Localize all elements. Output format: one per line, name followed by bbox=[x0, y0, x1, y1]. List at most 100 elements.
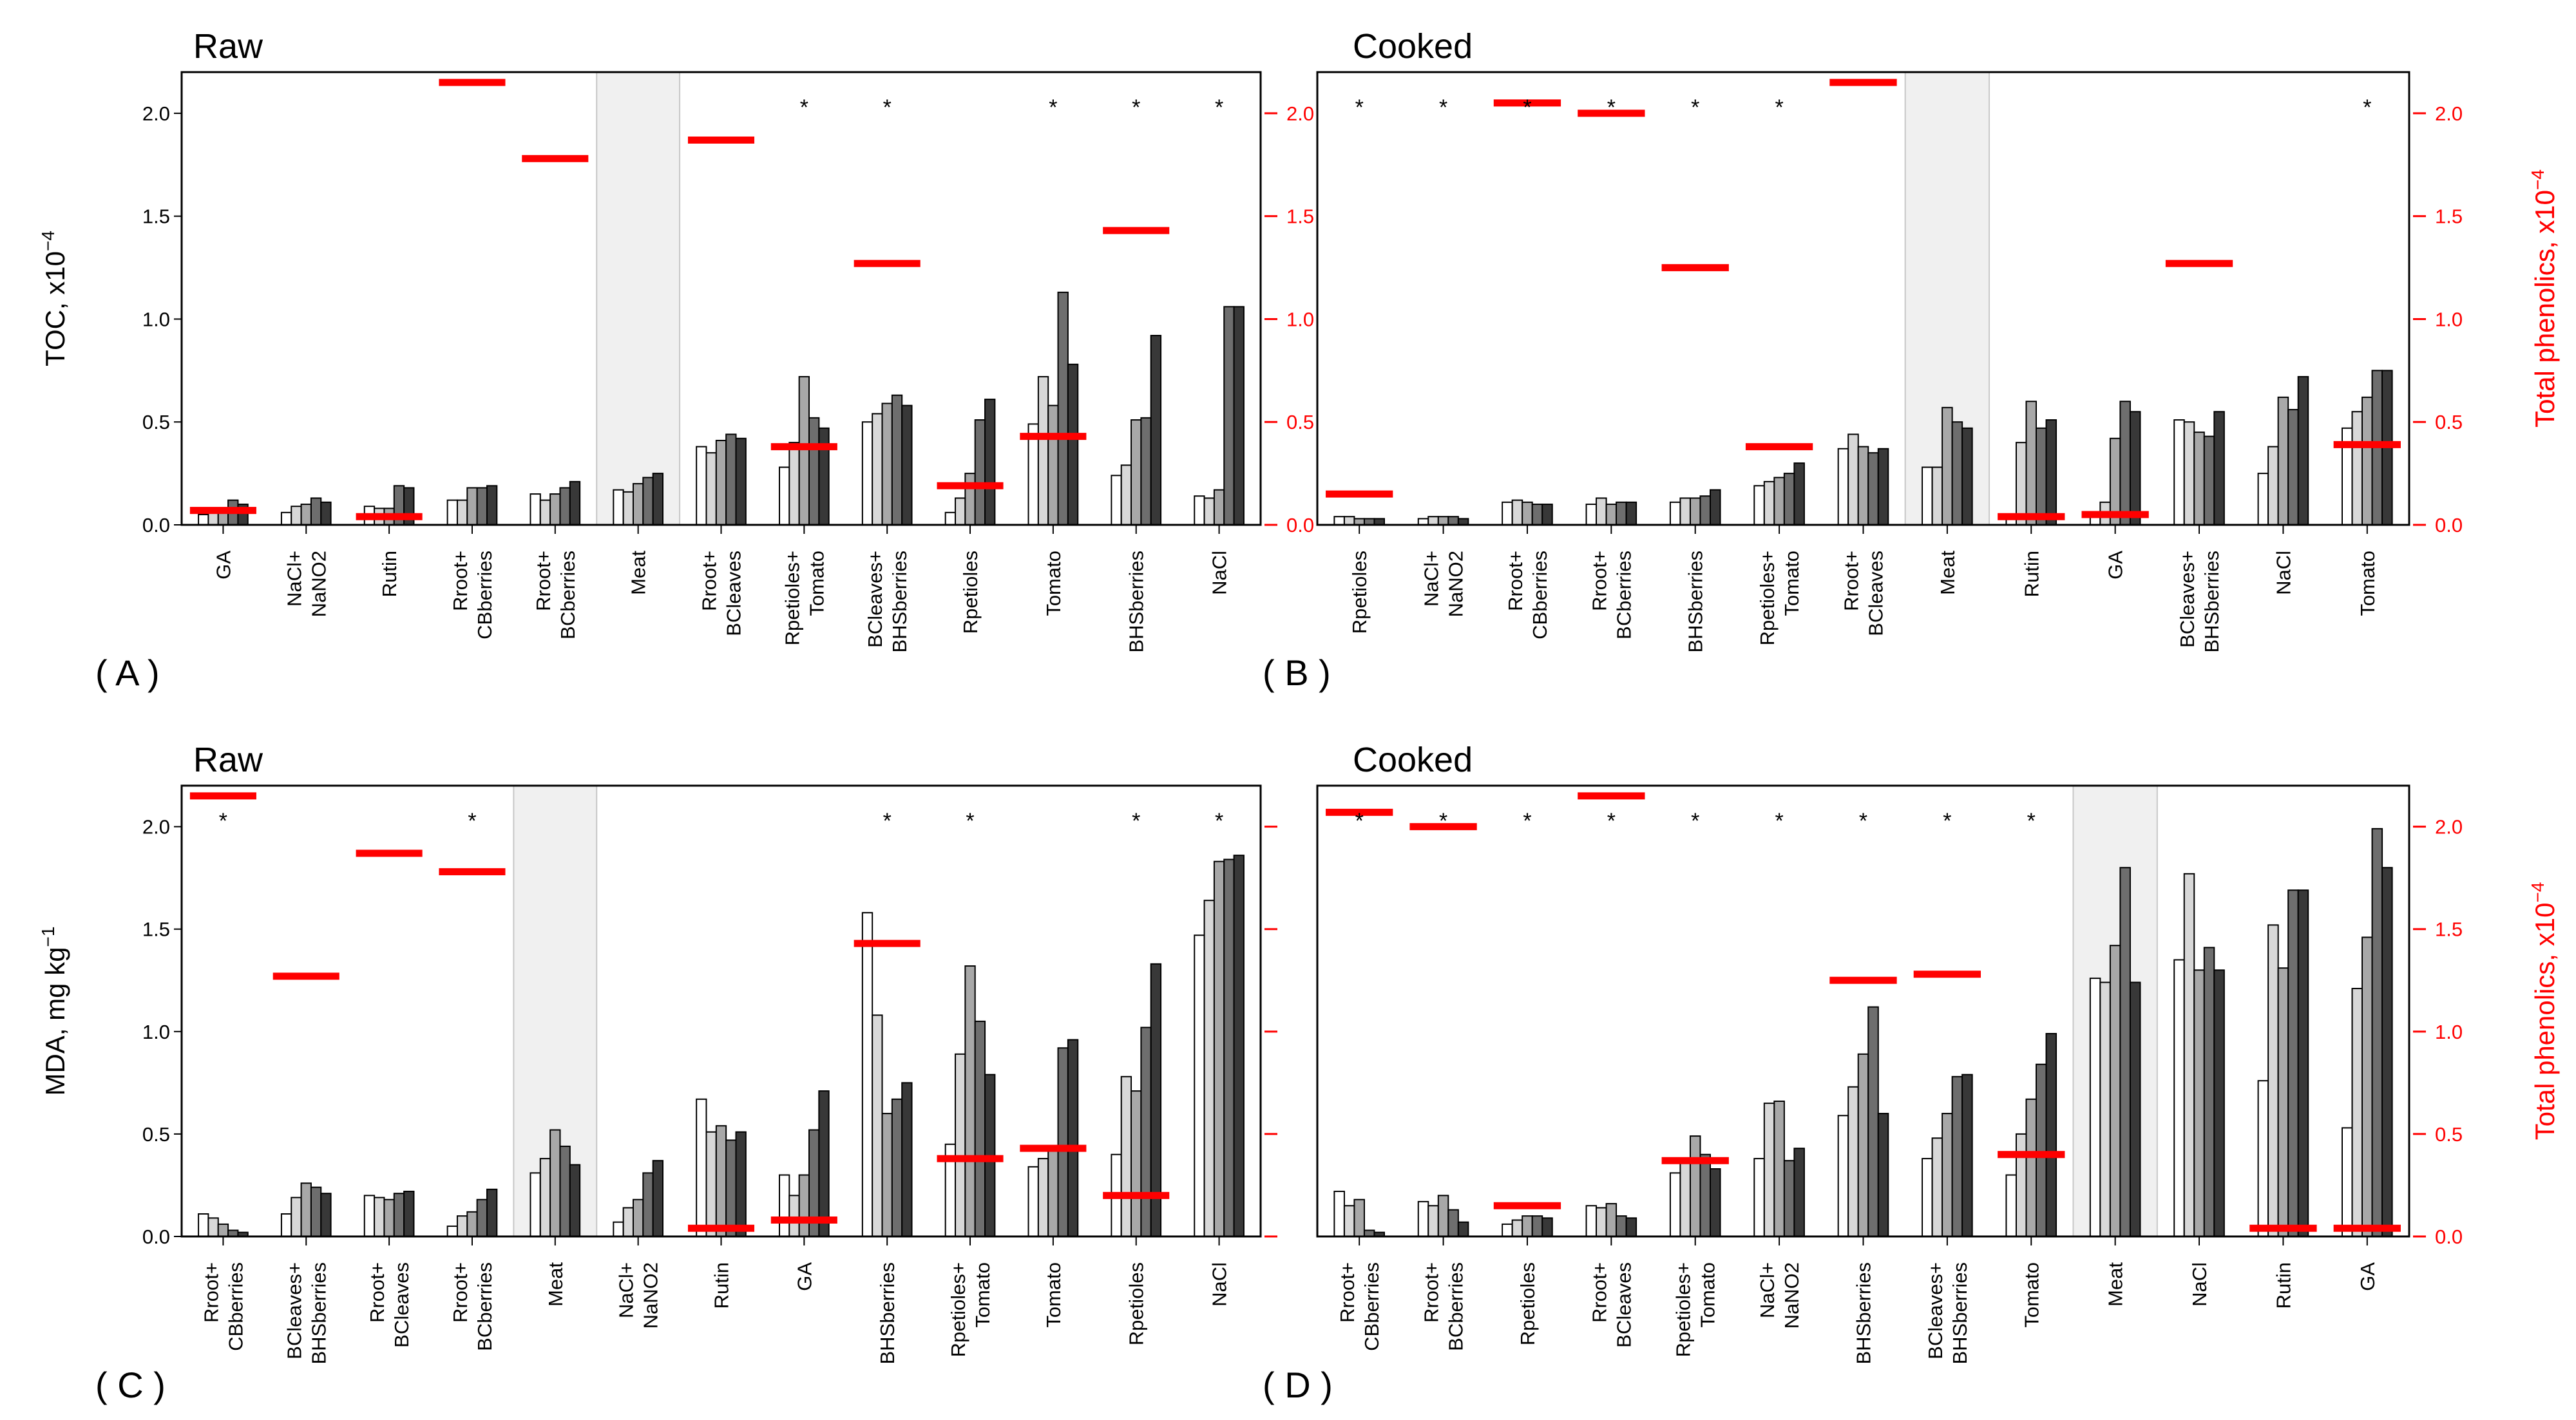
panel-title: Raw bbox=[193, 741, 263, 779]
bar bbox=[1837, 448, 1849, 526]
bar bbox=[1203, 900, 1215, 1237]
category-group: Rroot+ CBberries bbox=[439, 79, 506, 639]
x-tick-label: NaNO2 bbox=[1445, 551, 1467, 617]
right-y-tick-label: 1.0 bbox=[2435, 308, 2463, 330]
category-group: * NaCl+ NaNO2 bbox=[1753, 809, 1805, 1329]
category-group: * Rroot+ CBberries bbox=[1326, 808, 1393, 1351]
panel-a: GA NaCl+ NaNO2 Rutin Rroot+ CBberries Rroot+ BC… bbox=[38, 27, 2560, 693]
bar bbox=[632, 1198, 644, 1238]
category-group: * Rpetioles bbox=[1493, 809, 1561, 1345]
x-tick-label: BCberries bbox=[473, 1262, 496, 1351]
bar bbox=[1669, 1172, 1681, 1238]
bar bbox=[808, 417, 820, 525]
bar bbox=[2287, 409, 2299, 526]
right-y-tick-label: 0.5 bbox=[2435, 1123, 2463, 1146]
x-tick-label: BHSberries bbox=[1949, 1262, 1971, 1365]
x-tick-label: Rutin bbox=[711, 1262, 733, 1309]
plot-frame bbox=[180, 784, 1262, 1238]
right-axis-label-exponent: −4 bbox=[2528, 169, 2548, 190]
category-group: NaCl bbox=[2173, 873, 2225, 1307]
category-group: Meat bbox=[613, 473, 664, 595]
y-tick-label: 0.0 bbox=[142, 514, 170, 536]
bar bbox=[291, 506, 302, 525]
category-group: * BHSberries bbox=[854, 809, 921, 1365]
bar bbox=[642, 477, 654, 525]
panel-b: *Rpetioles*NaCl+ NaNO2*Rroot+ CBberries*Rr… bbox=[1263, 27, 2560, 693]
category-group: BCleaves+ BHSberries bbox=[2165, 260, 2233, 653]
bar bbox=[652, 1160, 664, 1237]
bar bbox=[1047, 1150, 1059, 1238]
category-group: * BCleaves+ BHSberries bbox=[1913, 809, 1981, 1365]
bar bbox=[1961, 1074, 1973, 1237]
bar bbox=[1773, 1101, 1785, 1237]
bar bbox=[1857, 1053, 1869, 1238]
x-tick-label: NaCl+ bbox=[615, 1262, 638, 1318]
right-y-tick-label: 0.0 bbox=[2435, 1226, 2463, 1248]
x-tick-label: Meat bbox=[1936, 551, 1959, 595]
bar bbox=[1223, 306, 1235, 525]
bar bbox=[984, 399, 996, 525]
x-tick-label: BHSberries bbox=[307, 1262, 330, 1365]
bar bbox=[291, 1197, 302, 1237]
x-tick-label: BCberries bbox=[1445, 1262, 1467, 1351]
bar bbox=[1502, 1223, 1513, 1237]
bar bbox=[280, 511, 292, 525]
x-tick-label: Meat bbox=[2104, 1262, 2127, 1307]
bar bbox=[1793, 1148, 1805, 1237]
category-group: Meat bbox=[530, 1129, 581, 1307]
bar bbox=[861, 421, 873, 526]
bar bbox=[2193, 431, 2205, 525]
bar bbox=[1753, 1158, 1765, 1238]
category-group: Rutin bbox=[687, 1098, 755, 1309]
category-group: * BHSberries bbox=[1661, 95, 1729, 653]
bar bbox=[2015, 442, 2027, 526]
x-tick-label: BCleaves+ bbox=[2176, 551, 2199, 648]
bar bbox=[539, 499, 551, 525]
x-tick-label: Tomato bbox=[805, 551, 828, 616]
bar bbox=[1669, 501, 1681, 525]
bar bbox=[964, 965, 976, 1237]
bar bbox=[207, 511, 219, 525]
x-tick-label: Rpetioles bbox=[959, 551, 982, 634]
category-group: GA bbox=[2333, 828, 2401, 1291]
panel-d: *Rroot+ CBberries*Rroot+ BCberries*Rpetiol… bbox=[1263, 741, 2560, 1405]
significance-star: * bbox=[2027, 809, 2036, 833]
bar bbox=[1343, 1205, 1355, 1237]
bar bbox=[642, 1172, 654, 1238]
bar bbox=[1194, 495, 1205, 525]
panel-label: ( A ) bbox=[95, 652, 160, 693]
bar bbox=[715, 439, 727, 526]
bar bbox=[1763, 1103, 1775, 1237]
bar bbox=[476, 487, 488, 525]
bar bbox=[539, 1158, 551, 1238]
category-group: * NaCl bbox=[1194, 809, 1245, 1307]
y-axis-label-exponent: −4 bbox=[38, 231, 58, 251]
y-axis-label: TOC, x10−4 bbox=[38, 231, 70, 366]
bar bbox=[613, 1221, 624, 1238]
y-tick-label: 1.0 bbox=[142, 1021, 170, 1043]
significance-star: * bbox=[1523, 95, 1531, 120]
x-tick-label: Tomato bbox=[1042, 551, 1065, 616]
bar bbox=[2257, 473, 2269, 526]
bar bbox=[1057, 291, 1069, 525]
category-group: GA bbox=[189, 499, 256, 580]
right-y-tick-label: 1.0 bbox=[2435, 1021, 2463, 1043]
right-axis-label-exponent: −4 bbox=[2528, 882, 2548, 903]
x-tick-label: BHSberries bbox=[888, 551, 911, 653]
bar bbox=[2099, 981, 2111, 1238]
significance-star: * bbox=[1439, 95, 1447, 120]
bar bbox=[1931, 466, 1943, 526]
bar bbox=[2173, 959, 2185, 1238]
x-tick-label: Rutin bbox=[2272, 1262, 2295, 1309]
x-tick-label: BCleaves+ bbox=[1924, 1262, 1947, 1359]
y-tick-label: 0.0 bbox=[142, 1226, 170, 1248]
bar bbox=[1131, 1090, 1142, 1238]
bar bbox=[466, 487, 478, 525]
x-tick-label: Rpetioles+ bbox=[1756, 551, 1779, 645]
x-tick-label: Rpetioles bbox=[1516, 1262, 1539, 1345]
bar bbox=[872, 1014, 883, 1237]
bar bbox=[2267, 446, 2279, 526]
bar bbox=[1773, 477, 1785, 525]
category-group: * Rroot+ BCberries bbox=[439, 809, 506, 1351]
